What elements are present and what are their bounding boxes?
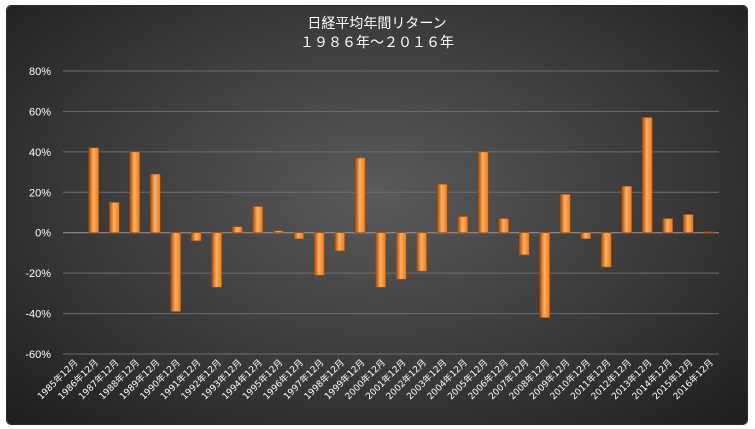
y-tick-label: -60%: [25, 349, 51, 361]
chart-subtitle: １９８６年〜２０１６年: [300, 35, 454, 51]
bar-2013年12月: [642, 117, 653, 234]
bars: [88, 117, 714, 318]
bar-1986年12月: [88, 147, 99, 234]
x-axis-ticks: 1985年12月1986年12月1987年12月1988年12月1989年12月…: [35, 357, 716, 403]
bar-1993年12月: [232, 226, 243, 234]
y-tick-label: 80%: [29, 66, 51, 78]
bar-2008年12月: [539, 232, 550, 318]
bar-1999年12月: [355, 157, 366, 234]
y-tick-label: 20%: [29, 187, 51, 199]
bar-chart: 日経平均年間リターン １９８６年〜２０１６年 80% 60% 40% 20% 0% -20…: [25, 16, 719, 403]
chart-panel: 日経平均年間リターン １９８６年〜２０１６年 80% 60% 40% 20% 0% -20…: [7, 6, 747, 424]
bar-1998年12月: [334, 232, 345, 252]
bar-1987年12月: [109, 202, 120, 234]
chart-title: 日経平均年間リターン: [307, 16, 446, 32]
bar-2005年12月: [478, 151, 489, 234]
bar-2003年12月: [437, 183, 448, 234]
y-tick-label: -40%: [25, 309, 51, 321]
bar-1995年12月: [273, 230, 284, 234]
bar-2004年12月: [457, 216, 468, 234]
y-axis-ticks: 80% 60% 40% 20% 0% -20% -40% -60%: [25, 66, 51, 361]
bar-2002年12月: [416, 232, 427, 272]
bar-2011年12月: [601, 232, 612, 268]
bar-1992年12月: [211, 232, 222, 288]
bar-1988年12月: [129, 151, 140, 234]
bar-2007年12月: [519, 232, 530, 256]
bar-2006年12月: [498, 218, 509, 234]
bar-2016年12月: [703, 231, 714, 234]
bar-2001年12月: [396, 232, 407, 280]
y-tick-label: 40%: [29, 147, 51, 159]
y-tick-label: 0%: [35, 228, 51, 240]
bar-1990年12月: [170, 232, 181, 312]
bar-1991年12月: [191, 232, 202, 242]
bar-1989年12月: [150, 173, 161, 234]
gridlines: [63, 70, 719, 355]
bar-1997年12月: [314, 232, 325, 276]
bar-2015年12月: [683, 214, 694, 234]
y-tick-label: -20%: [25, 268, 51, 280]
bar-2012年12月: [621, 185, 632, 234]
bar-2000年12月: [375, 232, 386, 288]
bar-1994年12月: [252, 206, 263, 234]
bar-1996年12月: [293, 232, 304, 240]
bar-2009年12月: [560, 194, 571, 234]
y-tick-label: 60%: [29, 106, 51, 118]
bar-2010年12月: [580, 232, 591, 240]
bar-2014年12月: [662, 218, 673, 234]
